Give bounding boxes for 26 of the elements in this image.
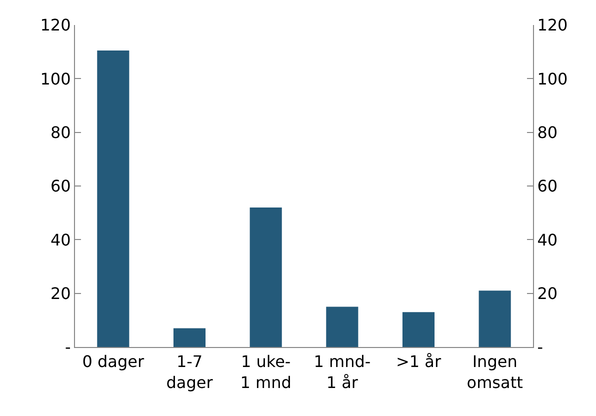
- x-tick-label: 1-7 dager: [166, 352, 214, 392]
- bar: [326, 306, 358, 347]
- bar: [250, 207, 282, 347]
- bar: [402, 312, 435, 347]
- y2-tick-label: 40: [537, 230, 558, 250]
- y2-tick-label: 20: [537, 284, 558, 303]
- x-tick-label: >1 år: [396, 352, 442, 372]
- y-tick-label: 60: [50, 176, 71, 196]
- y-tick-label: -: [65, 338, 71, 357]
- bar: [478, 290, 511, 347]
- y-tick-label: 40: [50, 230, 71, 250]
- y-tick-label: 100: [40, 69, 71, 88]
- y-tick-label: 120: [40, 16, 71, 35]
- y2-tick-label: -: [537, 338, 543, 357]
- bar: [97, 50, 130, 347]
- y2-tick-label: 80: [537, 122, 558, 142]
- x-tick-label: 1 uke- 1 mnd: [240, 352, 292, 392]
- bar: [173, 328, 206, 347]
- x-tick-label: 0 dager: [82, 352, 144, 372]
- x-tick-label: Ingen omsatt: [466, 352, 523, 392]
- y2-tick-label: 120: [537, 16, 568, 35]
- y-tick-label: 20: [50, 284, 71, 303]
- y2-tick-label: 100: [537, 69, 568, 88]
- x-tick-label: 1 mnd- 1 år: [314, 352, 371, 392]
- y-tick-label: 80: [50, 122, 71, 142]
- y2-tick-label: 60: [537, 176, 558, 196]
